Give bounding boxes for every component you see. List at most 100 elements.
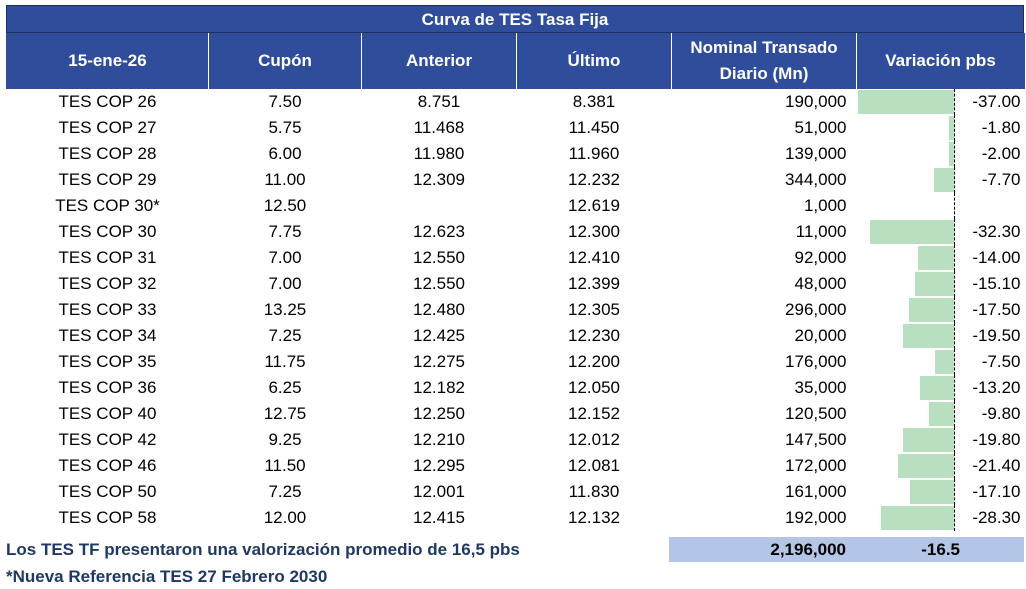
variacion-bar [934, 168, 954, 192]
cell-variacion-bar [857, 167, 955, 193]
cell-cupon: 7.00 [268, 274, 302, 293]
cell-anterior: 12.250 [413, 404, 465, 423]
cell-nominal: 20,000 [794, 326, 847, 345]
table-row: TES COP 36 6.25 12.182 12.050 35,000 -13.20 [7, 375, 1025, 401]
variacion-bar [917, 246, 954, 270]
cell-ultimo: 12.399 [568, 274, 620, 293]
table-row: TES COP 46 11.50 12.295 12.081 172,000 -21.40 [7, 453, 1025, 479]
cell-anterior: 11.980 [413, 144, 465, 163]
cell-ultimo: 12.230 [568, 326, 620, 345]
cell-cupon: 12.50 [263, 196, 307, 215]
cell-cupon: 7.25 [268, 326, 302, 345]
cell-nominal: 147,500 [785, 430, 847, 449]
cell-ultimo: 12.132 [568, 508, 620, 527]
cell-nominal: 1,000 [803, 196, 847, 215]
cell-nominal: 48,000 [794, 274, 847, 293]
cell-cupon: 12.75 [263, 404, 307, 423]
cell-name: TES COP 33 [58, 300, 157, 319]
header-nominal-line1: Nominal Transado [690, 38, 838, 57]
cell-ultimo: 11.450 [568, 118, 620, 137]
cell-anterior: 11.468 [413, 118, 465, 137]
cell-ultimo: 8.381 [572, 92, 616, 111]
cell-cupon: 6.00 [268, 144, 302, 163]
cell-cupon: 5.75 [268, 118, 302, 137]
cell-nominal: 172,000 [785, 456, 847, 475]
cell-variacion: -32.30 [953, 219, 1025, 245]
cell-variacion-bar [857, 193, 955, 219]
cell-nominal: 176,000 [785, 352, 847, 371]
header-cupon: Cupón [208, 33, 362, 89]
cell-variacion-bar [857, 89, 955, 115]
table-body: TES COP 26 7.50 8.751 8.381 190,000 -37.00 TES… [7, 89, 1025, 531]
cell-variacion: -17.50 [953, 297, 1025, 323]
cell-ultimo: 12.232 [568, 170, 620, 189]
cell-variacion-bar [857, 141, 955, 167]
cell-ultimo: 12.152 [568, 404, 620, 423]
cell-cupon: 11.75 [264, 352, 306, 371]
cell-anterior: 12.415 [413, 508, 465, 527]
header-nominal-line2: Diario (Mn) [719, 64, 809, 83]
table-row: TES COP 40 12.75 12.250 12.152 120,500 -9.80 [7, 401, 1025, 427]
variacion-bar [903, 324, 954, 348]
cell-anterior: 12.295 [413, 456, 465, 475]
cell-variacion-bar [857, 453, 955, 479]
cell-variacion: -17.10 [953, 479, 1025, 505]
cell-variacion-bar [857, 245, 955, 271]
cell-nominal: 35,000 [794, 378, 847, 397]
cell-nominal: 296,000 [785, 300, 847, 319]
cell-name: TES COP 26 [58, 92, 157, 111]
cell-variacion [953, 193, 1025, 219]
table-row: TES COP 35 11.75 12.275 12.200 176,000 -7.50 [7, 349, 1025, 375]
variacion-bar [928, 402, 954, 426]
cell-variacion: -1.80 [953, 115, 1025, 141]
cell-anterior: 12.001 [413, 482, 465, 501]
cell-variacion-bar [857, 219, 955, 245]
header-row: 15-ene-26 Cupón Anterior Último Nominal … [6, 33, 1026, 89]
table-row: TES COP 28 6.00 11.980 11.960 139,000 -2.00 [7, 141, 1025, 167]
footnote: *Nueva Referencia TES 27 Febrero 2030 [6, 567, 328, 586]
cell-anterior: 12.210 [413, 430, 465, 449]
table-row: TES COP 58 12.00 12.415 12.132 192,000 -28.30 [7, 505, 1025, 531]
cell-variacion: -28.30 [953, 505, 1025, 531]
table-row: TES COP 32 7.00 12.550 12.399 48,000 -15.10 [7, 271, 1025, 297]
cell-anterior: 12.623 [413, 222, 465, 241]
cell-ultimo: 12.300 [568, 222, 620, 241]
cell-name: TES COP 30 [58, 222, 157, 241]
table-row: TES COP 30 7.75 12.623 12.300 11,000 -32.30 [7, 219, 1025, 245]
summary-note: Los TES TF presentaron una valorización … [6, 540, 520, 559]
cell-variacion-bar [857, 349, 955, 375]
cell-ultimo: 12.410 [568, 248, 620, 267]
cell-nominal: 92,000 [794, 248, 847, 267]
cell-ultimo: 11.830 [568, 482, 620, 501]
variacion-bar [934, 350, 954, 374]
cell-variacion-bar [857, 401, 955, 427]
variacion-bar [898, 454, 954, 478]
cell-variacion-bar [857, 297, 955, 323]
cell-anterior [362, 193, 517, 219]
cell-anterior: 12.550 [413, 274, 465, 293]
cell-anterior: 12.550 [413, 248, 465, 267]
summary-totals: 2,196,000 -16.5 [669, 537, 1024, 562]
variacion-bar [858, 90, 954, 114]
cell-name: TES COP 29 [58, 170, 157, 189]
cell-name: TES COP 28 [58, 144, 157, 163]
header-ultimo: Último [516, 33, 672, 89]
cell-name: TES COP 27 [58, 118, 157, 137]
cell-name: TES COP 32 [58, 274, 157, 293]
cell-nominal: 161,000 [785, 482, 847, 501]
total-nominal: 2,196,000 [770, 540, 846, 559]
variacion-bar [914, 272, 954, 296]
cell-cupon: 11.50 [264, 456, 306, 475]
cell-name: TES COP 34 [58, 326, 157, 345]
cell-nominal: 120,500 [785, 404, 847, 423]
cell-anterior: 12.480 [413, 300, 465, 319]
variacion-bar [880, 506, 954, 530]
variacion-bar [870, 220, 954, 244]
cell-variacion: -37.00 [953, 89, 1025, 115]
table-row: TES COP 42 9.25 12.210 12.012 147,500 -19.80 [7, 427, 1025, 453]
cell-ultimo: 12.619 [568, 196, 620, 215]
tes-curve-table: 15-ene-26 Cupón Anterior Último Nominal … [6, 33, 1026, 531]
table-row: TES COP 26 7.50 8.751 8.381 190,000 -37.00 [7, 89, 1025, 115]
cell-ultimo: 12.305 [568, 300, 620, 319]
cell-name: TES COP 35 [58, 352, 157, 371]
